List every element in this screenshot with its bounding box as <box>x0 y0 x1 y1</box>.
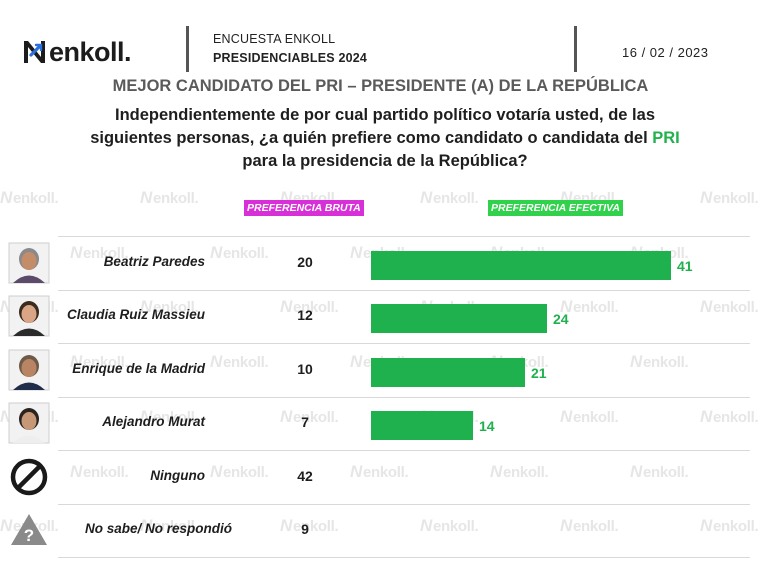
candidate-label: Enrique de la Madrid <box>72 360 205 376</box>
candidate-label: Claudia Ruiz Massieu <box>66 307 205 323</box>
question-line: Independientemente de por cual partido p… <box>114 106 655 124</box>
preferencia-efectiva-label: 14 <box>479 418 495 435</box>
enkoll-logo: enkoll. <box>22 34 132 70</box>
preferencia-bruta-value: 20 <box>297 253 313 270</box>
survey-date: 16 / 02 / 2023 <box>622 45 709 60</box>
question-mark-triangle-icon: ? <box>8 509 50 551</box>
header-divider <box>186 26 189 72</box>
preferencia-efectiva-bar <box>371 357 525 387</box>
legend-preferencia-bruta: PREFERENCIA BRUTA <box>244 200 364 216</box>
row-divider <box>58 343 750 344</box>
header-divider <box>574 26 577 72</box>
preferencia-efectiva-bar <box>371 304 547 334</box>
preferencia-efectiva-label: 24 <box>553 311 569 328</box>
candidate-photo-icon <box>8 349 50 391</box>
candidate-label: Alejandro Murat <box>102 414 205 430</box>
question-text: siguientes personas, ¿a quién prefiere c… <box>90 129 653 147</box>
enkoll-logo-icon <box>24 41 45 63</box>
candidate-label: Ninguno <box>150 467 205 483</box>
survey-question: Independientemente de por cual partido p… <box>40 104 730 173</box>
row-divider <box>58 236 750 237</box>
preferencia-efectiva-bar <box>371 250 671 280</box>
legend-preferencia-efectiva: PREFERENCIA EFECTIVA <box>488 200 623 216</box>
candidate-label: No sabe/ No respondió <box>84 521 232 537</box>
page-title: MEJOR CANDIDATO DEL PRI – PRESIDENTE (A)… <box>112 77 649 95</box>
party-highlight: PRI <box>652 129 680 147</box>
question-line: para la presidencia de la República? <box>242 152 528 170</box>
header: enkoll. ENCUESTA ENKOLL PRESIDENCIABLES … <box>0 0 761 78</box>
row-divider <box>58 557 750 558</box>
brand-name: enkoll. <box>49 36 132 67</box>
prohibited-icon <box>8 456 50 498</box>
preferencia-bruta-value: 42 <box>297 467 313 484</box>
preferencia-efectiva-label: 21 <box>531 364 547 381</box>
row-divider <box>58 503 750 505</box>
row-divider <box>58 396 750 398</box>
svg-text:?: ? <box>24 526 34 545</box>
survey-name: ENCUESTA ENKOLL <box>213 32 336 46</box>
row-divider <box>58 450 750 451</box>
preferencia-bruta-value: 9 <box>301 521 309 538</box>
question-line: siguientes personas, ¿a quién prefiere c… <box>40 127 730 150</box>
candidate-photo-icon <box>8 295 50 337</box>
candidate-photo-icon <box>8 242 50 284</box>
candidate-label: Beatriz Paredes <box>103 253 205 269</box>
row-divider <box>58 289 750 291</box>
preferencia-bruta-value: 12 <box>297 307 313 324</box>
candidate-photo-icon <box>8 402 50 444</box>
preferencia-bruta-value: 7 <box>301 414 309 431</box>
survey-subtitle: PRESIDENCIABLES 2024 <box>213 51 368 65</box>
preferencia-efectiva-label: 41 <box>677 257 693 274</box>
preferencia-efectiva-bar <box>371 411 473 441</box>
preferencia-bruta-value: 10 <box>297 360 313 377</box>
